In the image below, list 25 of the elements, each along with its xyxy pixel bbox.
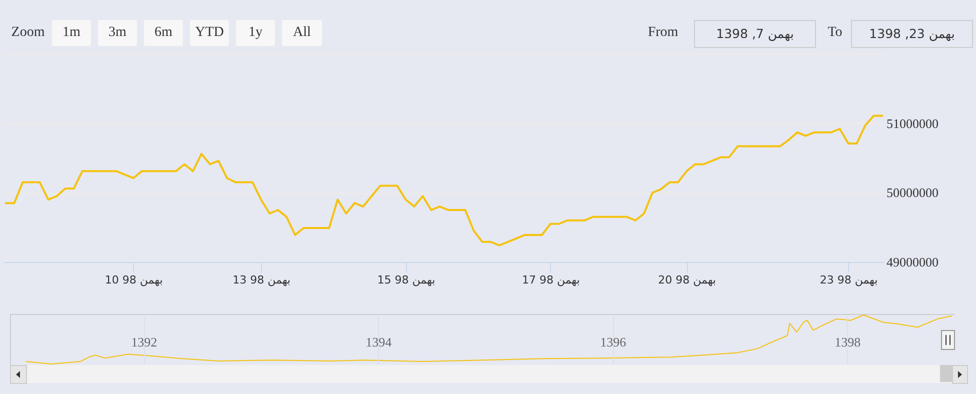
text: 1y	[236, 20, 275, 46]
x-tick-label: 13 بهمن 98	[232, 274, 290, 286]
x-tick-label: 23 بهمن 98	[820, 274, 878, 286]
y-tick-label: 51000000	[886, 116, 938, 131]
x-tick-label: 17 بهمن 98	[522, 274, 580, 286]
text: All	[282, 20, 322, 46]
x-tick-label: 1396	[600, 334, 627, 350]
text: Zoom	[10, 24, 46, 42]
text: 3m	[98, 20, 137, 46]
x-tick-label: 10 بهمن 98	[104, 274, 163, 286]
text: 1m	[52, 20, 91, 46]
x-tick-label: 20 بهمن 98	[658, 274, 716, 286]
y-tick-label: 50000000	[886, 185, 938, 200]
text: 6m	[144, 20, 183, 46]
text: بهمن 7, 1398	[694, 20, 816, 48]
text: From	[646, 24, 680, 42]
y-tick-label: 49000000	[886, 254, 938, 270]
text: To	[826, 24, 844, 42]
x-tick-label: 15 بهمن 98	[377, 274, 436, 286]
text: بهمن 23, 1398	[851, 20, 973, 48]
x-tick-label: 1394	[366, 334, 392, 350]
x-tick-label: 1398	[834, 334, 861, 350]
x-tick-label: 1392	[131, 334, 158, 350]
line-series	[4, 114, 884, 246]
text: YTD	[190, 20, 229, 46]
